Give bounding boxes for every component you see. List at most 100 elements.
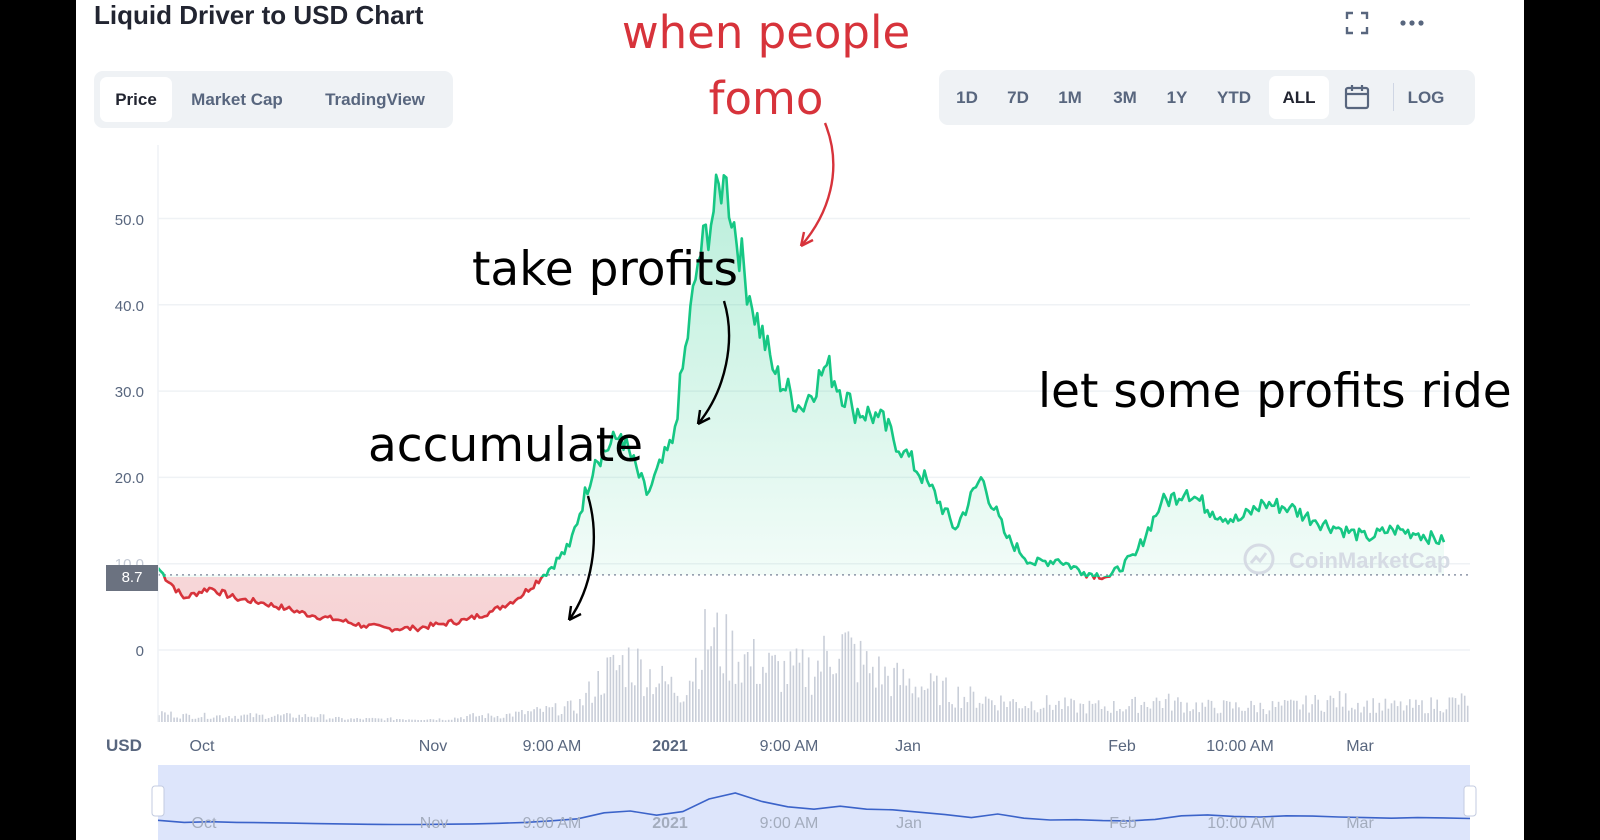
volume-bar [1058, 700, 1060, 722]
volume-bar [746, 652, 749, 722]
volume-bar [197, 717, 200, 722]
volume-bar [896, 662, 898, 722]
volume-bar [457, 718, 459, 722]
volume-bar [630, 682, 633, 722]
tab-price[interactable]: Price [100, 77, 172, 122]
volume-bar [316, 717, 319, 722]
volume-bar [258, 714, 261, 722]
volume-bar [606, 657, 609, 722]
volume-bar [1396, 706, 1399, 722]
volume-bar [1225, 701, 1228, 722]
volume-bar [490, 715, 493, 722]
range-log[interactable]: LOG [1407, 88, 1445, 107]
volume-bar [1134, 696, 1136, 722]
volume-bar [1161, 708, 1164, 722]
volume-bar [893, 667, 895, 722]
volume-bar [396, 719, 398, 722]
tab-market-cap[interactable]: Market Cap [191, 90, 283, 109]
volume-bar [759, 683, 761, 722]
volume-bar [603, 693, 606, 722]
volume-bar [423, 720, 426, 722]
volume-bar [1070, 698, 1072, 722]
volume-bar [1454, 698, 1457, 722]
range-1d[interactable]: 1D [956, 88, 978, 107]
volume-bar [624, 687, 627, 722]
volume-bar [795, 648, 798, 722]
navigator-label-2021: 2021 [652, 815, 688, 832]
volume-bar [713, 627, 715, 722]
volume-bar [1433, 708, 1435, 722]
volume-bar [591, 702, 593, 722]
volume-bar [231, 718, 233, 722]
navigator-left-handle[interactable] [151, 785, 165, 817]
volume-bar [670, 676, 673, 722]
volume-bar [1103, 706, 1106, 722]
range-1m[interactable]: 1M [1058, 88, 1082, 107]
y-tick-40: 40.0 [114, 298, 144, 315]
volume-bar [212, 717, 215, 722]
volume-bar [579, 699, 581, 722]
calendar-icon[interactable] [1343, 83, 1371, 111]
volume-bar [884, 666, 886, 722]
volume-bar [948, 702, 950, 722]
volume-bar [1253, 705, 1255, 722]
range-3m[interactable]: 3M [1113, 88, 1137, 107]
range-all[interactable]: ALL [1269, 76, 1329, 119]
y-tick-0: 0 [135, 643, 144, 660]
range-navigator[interactable] [158, 765, 1470, 840]
price-chart[interactable] [76, 0, 1524, 840]
navigator-label-10am: 10:00 AM [1207, 815, 1275, 832]
volume-bar [1076, 712, 1078, 722]
volume-bar [1198, 712, 1200, 722]
tab-tradingview[interactable]: TradingView [325, 90, 425, 109]
volume-bar [1183, 712, 1185, 722]
volume-bar [484, 718, 487, 722]
volume-bar [1064, 697, 1066, 722]
volume-bar [926, 688, 929, 722]
volume-bar [216, 715, 218, 722]
volume-bar [1399, 701, 1402, 722]
range-1y[interactable]: 1Y [1166, 88, 1188, 107]
volume-bar [887, 675, 889, 722]
x-tick-nov: Nov [418, 738, 448, 755]
volume-bar [902, 668, 905, 722]
volume-bar [414, 719, 416, 722]
volume-bar [234, 715, 236, 722]
volume-bar [1055, 704, 1057, 722]
volume-bar [1393, 700, 1396, 722]
volume-bar [417, 720, 419, 722]
volume-bar [862, 664, 865, 722]
volume-bar [338, 716, 340, 722]
more-icon[interactable] [1398, 12, 1428, 34]
volume-bar [969, 686, 972, 722]
volume-bar [1155, 697, 1158, 722]
volume-bar [1360, 712, 1362, 722]
volume-bar [768, 652, 770, 722]
volume-bar [569, 700, 572, 722]
range-ytd[interactable]: YTD [1217, 88, 1251, 107]
volume-bar [1286, 700, 1289, 722]
fullscreen-icon[interactable] [1344, 10, 1370, 36]
range-7d[interactable]: 7D [1007, 88, 1029, 107]
volume-bar [1085, 713, 1088, 722]
volume-bar [1100, 709, 1103, 722]
volume-bar [566, 701, 569, 722]
volume-bar [1366, 700, 1368, 722]
volume-bar [228, 716, 230, 722]
chart-panel: Liquid Driver to USD Chart Price Market … [76, 0, 1524, 840]
volume-bar [1293, 700, 1295, 722]
volume-bar [331, 718, 334, 722]
volume-bar [191, 718, 194, 722]
volume-bar [176, 717, 178, 722]
volume-bar [533, 709, 535, 722]
volume-bar [1430, 697, 1432, 722]
volume-bar [313, 717, 316, 722]
volume-bar [997, 710, 999, 722]
volume-bar [472, 713, 474, 722]
volume-bar [981, 703, 984, 722]
volume-bar [615, 670, 618, 722]
volume-bar [829, 666, 831, 722]
navigator-right-handle[interactable] [1463, 785, 1477, 817]
volume-bar [292, 717, 294, 722]
navigator-label-9am-2: 9:00 AM [759, 815, 819, 832]
